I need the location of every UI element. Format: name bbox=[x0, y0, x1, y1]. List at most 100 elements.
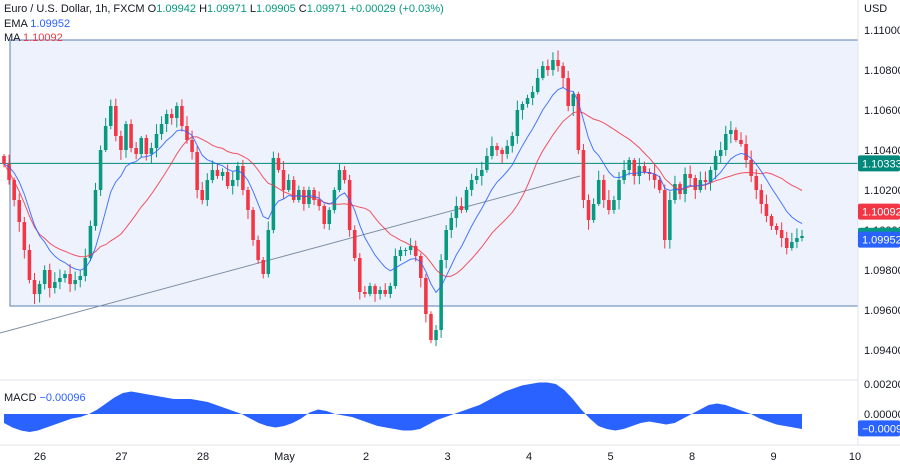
candle-body bbox=[73, 280, 77, 284]
candle-body bbox=[327, 210, 332, 224]
candle-body bbox=[134, 148, 138, 154]
candle-body bbox=[124, 124, 128, 150]
candle-body bbox=[291, 180, 296, 200]
candle-body bbox=[2, 156, 6, 164]
candle-body bbox=[332, 190, 337, 210]
candle-body bbox=[53, 282, 57, 288]
candle-body bbox=[739, 140, 743, 144]
candle-body bbox=[505, 146, 509, 154]
candle-body bbox=[759, 190, 764, 204]
candle-body bbox=[703, 180, 708, 182]
candle-body bbox=[68, 274, 72, 284]
candle-body bbox=[114, 106, 118, 136]
candle-body bbox=[261, 260, 266, 274]
candle-body bbox=[591, 204, 596, 220]
candle-body bbox=[490, 146, 494, 156]
candle-body bbox=[256, 240, 260, 260]
candle-body bbox=[444, 230, 448, 260]
ohlc-close-key: C bbox=[298, 3, 307, 15]
candle-body bbox=[612, 200, 616, 210]
candle-body bbox=[662, 190, 667, 240]
candle-body bbox=[63, 274, 67, 278]
ma-line bbox=[3, 110, 803, 278]
candle-body bbox=[205, 180, 210, 200]
candle-body bbox=[286, 180, 291, 190]
candle-body bbox=[439, 260, 443, 330]
candle-body bbox=[342, 170, 347, 180]
candle-body bbox=[83, 258, 88, 276]
candle-body bbox=[779, 230, 784, 238]
candle-body bbox=[358, 258, 362, 292]
macd-value-tag bbox=[858, 420, 900, 437]
ma-legend[interactable]: MA 1.10092 bbox=[4, 32, 63, 44]
candle-body bbox=[668, 200, 672, 240]
price-tick-label: 1.09400 bbox=[864, 345, 900, 357]
candle-body bbox=[561, 66, 565, 78]
candle-body bbox=[795, 238, 799, 242]
candle-body bbox=[469, 180, 474, 190]
candle-body bbox=[424, 278, 428, 314]
instrument-title: Euro / U.S. Dollar, 1h, FXCM bbox=[4, 3, 145, 15]
candle-body bbox=[281, 170, 286, 190]
price-tag bbox=[858, 203, 900, 220]
candle-body bbox=[266, 230, 271, 274]
candles-group bbox=[2, 50, 804, 347]
candle-body bbox=[129, 124, 133, 148]
candle-body bbox=[713, 156, 718, 170]
candle-body bbox=[210, 170, 215, 180]
candle-body bbox=[723, 134, 728, 150]
candle-body bbox=[429, 314, 433, 340]
candle-body bbox=[108, 106, 113, 126]
candle-body bbox=[530, 92, 535, 98]
price-tick-label: 1.09600 bbox=[864, 305, 900, 317]
candle-body bbox=[185, 126, 189, 140]
candle-body bbox=[37, 284, 42, 294]
candle-body bbox=[434, 330, 438, 340]
candle-body bbox=[693, 178, 698, 190]
time-tick-label: 3 bbox=[444, 451, 450, 463]
candle-body bbox=[103, 126, 108, 150]
candle-body bbox=[586, 200, 591, 220]
candle-body bbox=[22, 222, 27, 250]
candle-body bbox=[17, 200, 22, 222]
candle-body bbox=[383, 290, 387, 294]
candle-body bbox=[556, 60, 560, 66]
candle-body bbox=[337, 170, 342, 190]
candle-body bbox=[734, 130, 738, 140]
candle-body bbox=[784, 238, 789, 248]
candle-body bbox=[119, 136, 123, 150]
candle-body bbox=[749, 160, 753, 176]
ma-label: MA bbox=[4, 32, 20, 44]
candle-body bbox=[368, 286, 372, 294]
candle-body bbox=[195, 152, 199, 190]
candle-body bbox=[515, 110, 520, 136]
candle-body bbox=[500, 150, 504, 154]
candle-body bbox=[622, 170, 626, 180]
candle-body bbox=[449, 218, 454, 230]
candle-body bbox=[413, 246, 418, 256]
candle-body bbox=[408, 246, 413, 250]
legend-header: Euro / U.S. Dollar, 1h, FXCM O1.09942 H1… bbox=[4, 3, 444, 15]
candle-body bbox=[546, 66, 550, 70]
price-tick-label: 1.11000 bbox=[864, 25, 900, 37]
ohlc-high-key: H bbox=[199, 3, 208, 15]
candle-body bbox=[271, 158, 276, 230]
currency-label: USD bbox=[864, 3, 888, 15]
candle-body bbox=[790, 242, 794, 248]
candle-body bbox=[27, 250, 32, 280]
candle-body bbox=[169, 114, 174, 118]
candle-body bbox=[566, 78, 570, 106]
candle-body bbox=[317, 200, 321, 206]
price-tick-label: 1.10800 bbox=[864, 65, 900, 77]
ema-legend[interactable]: EMA 1.09952 bbox=[4, 18, 70, 30]
time-tick-label: May bbox=[274, 451, 295, 463]
macd-legend[interactable]: MACD −0.00096 bbox=[4, 392, 86, 404]
candle-body bbox=[47, 270, 52, 288]
time-tick-label: 8 bbox=[689, 451, 695, 463]
candle-body bbox=[180, 106, 184, 126]
candle-body bbox=[485, 156, 489, 170]
candle-body bbox=[642, 166, 647, 172]
ohlc-low-value: 1.09905 bbox=[255, 3, 296, 15]
